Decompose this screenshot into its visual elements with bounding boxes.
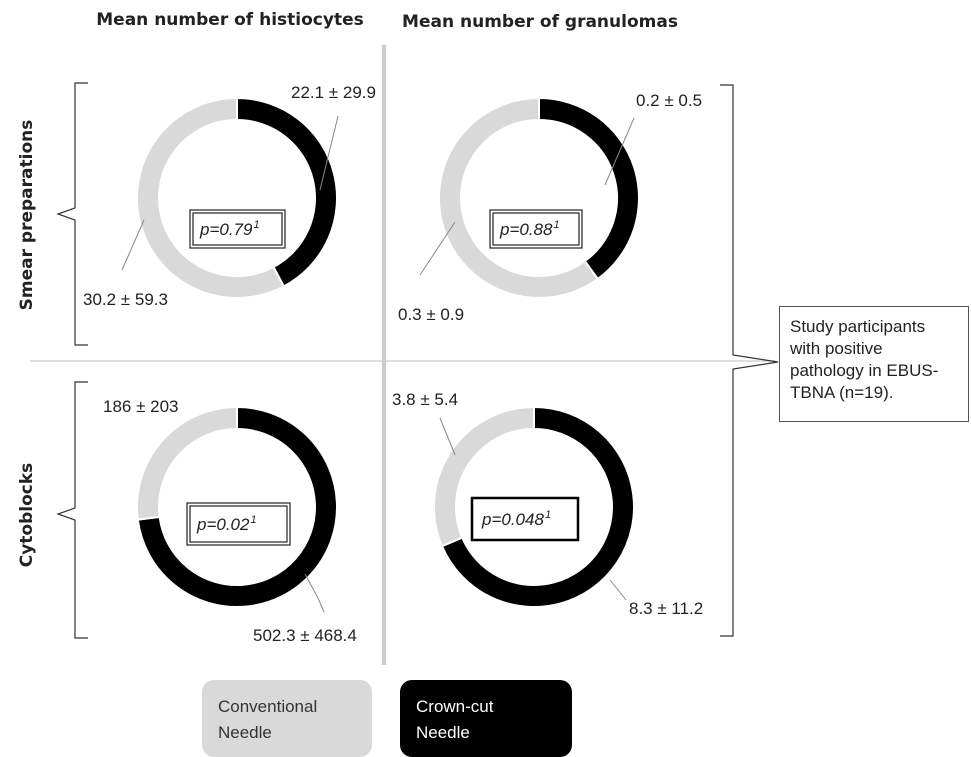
column-header-histiocytes: Mean number of histiocytes (96, 10, 363, 30)
donut-slice-conventional (433, 405, 535, 548)
p-value-box-inner (492, 212, 580, 246)
donut-slice-crowncut (440, 405, 635, 608)
p-value-box-inner (192, 212, 283, 246)
donut-slice-crowncut (136, 405, 338, 608)
p-value-footnote: 1 (545, 509, 551, 521)
leader-line (439, 417, 456, 456)
value-label-conventional: 30.2 ± 59.3 (83, 290, 168, 309)
legend-crowncut-needle: Crown-cut Needle (400, 680, 572, 757)
p-value-footnote: 1 (253, 219, 259, 231)
legend-crowncut-label: Crown-cut Needle (416, 697, 494, 742)
row-header-smear: Smear preparations (17, 120, 37, 311)
value-label-crowncut: 22.1 ± 29.9 (291, 83, 376, 102)
leader-line (319, 115, 339, 191)
donut-slice-crowncut (538, 96, 640, 281)
leader-line (304, 573, 325, 613)
note-line: pathology in EBUS- (790, 361, 939, 380)
leader-line (609, 579, 627, 601)
p-value-box (470, 496, 580, 542)
p-value-box (186, 502, 291, 546)
donut-slice-conventional (136, 96, 286, 299)
legend-conventional-needle: Conventional Needle (202, 680, 372, 757)
leader-line (604, 117, 635, 186)
value-label-conventional: 0.3 ± 0.9 (398, 305, 464, 324)
value-label-crowncut: 8.3 ± 11.2 (629, 599, 703, 618)
p-value-box (489, 209, 583, 249)
note-line: TBNA (n=19). (790, 383, 894, 402)
p-value-box (189, 209, 286, 249)
donut-slice-conventional (438, 96, 600, 299)
p-value-box-inner (189, 505, 288, 543)
value-label-conventional: 3.8 ± 5.4 (392, 390, 458, 409)
p-value-text: p=0.88 (499, 220, 553, 239)
column-header-granulomas: Mean number of granulomas (402, 12, 678, 32)
p-value-text: p=0.79 (199, 220, 253, 239)
study-participants-note: Study participants with positive patholo… (779, 306, 969, 422)
bracket-study-participants (720, 84, 779, 637)
p-value-footnote: 1 (250, 514, 256, 526)
note-line: with positive (790, 339, 883, 358)
value-label-crowncut: 502.3 ± 468.4 (253, 626, 357, 645)
bracket-smear (56, 82, 88, 346)
p-value-text: p=0.02 (196, 515, 250, 534)
p-value-text: p=0.048 (481, 510, 544, 529)
value-label-conventional: 186 ± 203 (103, 397, 179, 416)
leader-line (121, 219, 145, 271)
p-value-footnote: 1 (553, 219, 559, 231)
donut-slice-conventional (136, 405, 238, 521)
bracket-cytoblocks (56, 381, 88, 639)
legend-conventional-label: Conventional Needle (218, 697, 318, 742)
donut-slice-crowncut (236, 96, 338, 288)
row-header-cytoblocks: Cytoblocks (17, 463, 37, 568)
leader-line (419, 221, 456, 276)
note-line: Study participants (790, 317, 926, 336)
value-label-crowncut: 0.2 ± 0.5 (636, 91, 702, 110)
